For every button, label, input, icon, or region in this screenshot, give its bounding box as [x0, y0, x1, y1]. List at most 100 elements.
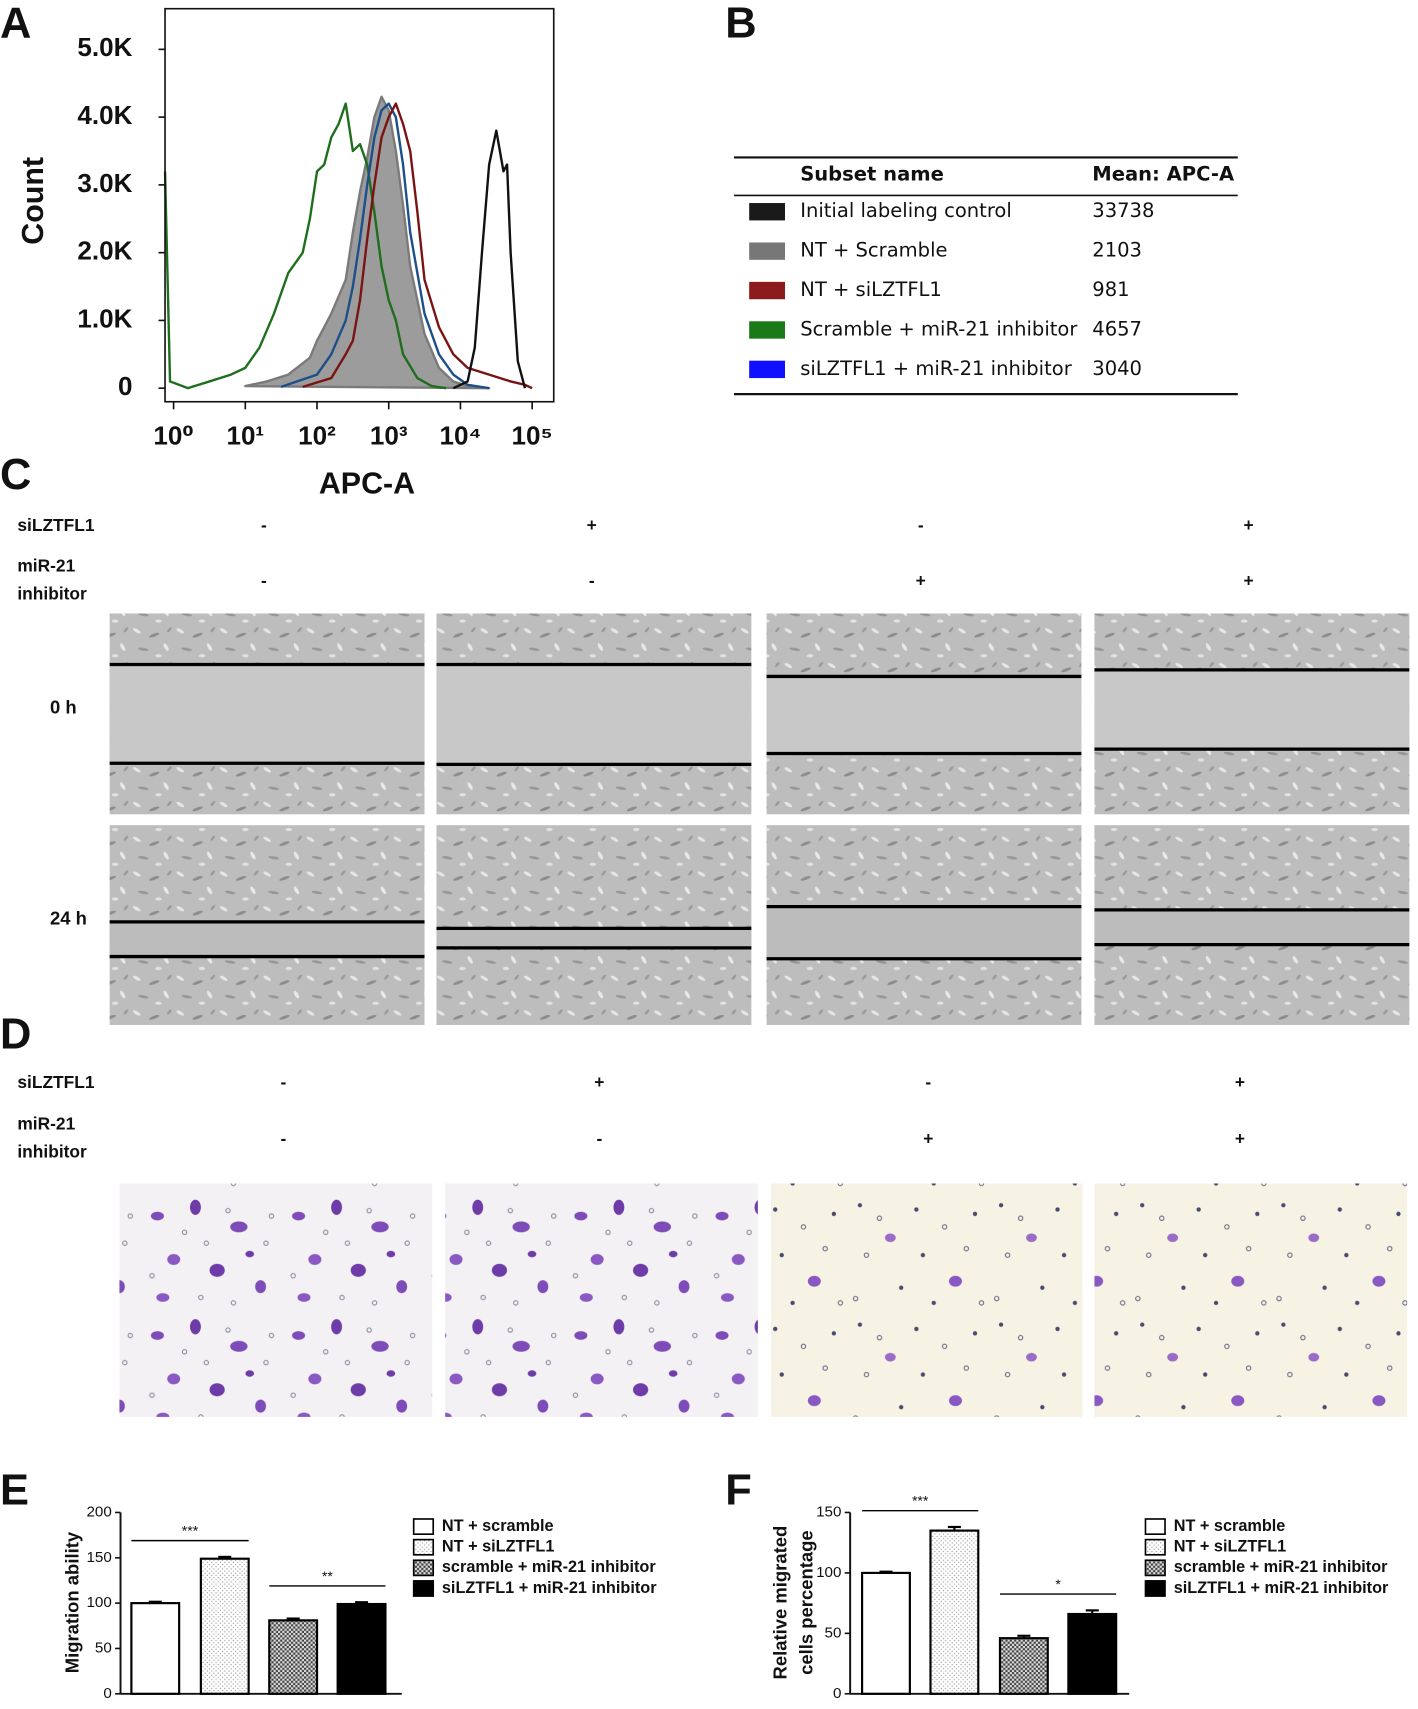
table-header: Mean: APC-A: [1092, 162, 1235, 185]
table-header: Subset name: [800, 162, 944, 185]
timepoint-label: 0 h: [50, 696, 77, 717]
y-tick-label: 5.0K: [77, 32, 132, 62]
plot-frame: [164, 7, 555, 403]
y-tick-label: 100: [816, 1564, 841, 1581]
y-axis-label: cells percentage: [796, 1530, 817, 1675]
panel-label: C: [0, 451, 31, 499]
y-tick-label: 150: [816, 1503, 841, 1520]
legend-label: NT + scramble: [442, 1517, 554, 1535]
wound-gap: [766, 676, 1082, 754]
wound-gap: [436, 664, 752, 765]
condition-sign: +: [1235, 1072, 1245, 1092]
legend-label: NT + siLZTFL1: [1174, 1538, 1287, 1556]
y-tick-label: 1.0K: [77, 303, 132, 333]
legend-swatch: [1144, 1580, 1166, 1597]
legend-swatch: [412, 1580, 435, 1597]
condition-label: siLZTFL1: [17, 1072, 94, 1092]
condition-sign: -: [280, 1072, 286, 1092]
y-tick-label: 150: [86, 1549, 111, 1566]
y-axis-label: Relative migrated: [770, 1526, 791, 1680]
table-cell: 981: [1092, 278, 1129, 301]
condition-sign: -: [918, 515, 924, 535]
condition-sign: +: [594, 1072, 604, 1092]
table-cell: 4657: [1092, 317, 1142, 340]
micrograph: [1094, 1183, 1408, 1417]
micrograph: [770, 1183, 1083, 1417]
legend-label: scramble + miR-21 inhibitor: [442, 1558, 656, 1576]
x-tick-label: 10²: [298, 420, 336, 450]
significance-label: ***: [182, 1523, 199, 1539]
table-cell: 33738: [1092, 199, 1154, 222]
bar: [268, 1619, 319, 1695]
x-tick-label: 10⁵: [512, 420, 553, 450]
histogram-line: [163, 102, 447, 390]
condition-sign: +: [916, 571, 926, 591]
panel-label: E: [0, 1466, 29, 1514]
condition-sign: -: [261, 571, 267, 591]
table-cell: NT + Scramble: [800, 239, 947, 262]
bar: [199, 1557, 250, 1695]
y-tick-label: 0: [118, 371, 133, 401]
condition-label: inhibitor: [17, 1142, 87, 1162]
condition-sign: -: [925, 1072, 931, 1092]
legend-swatch: [412, 1518, 435, 1535]
condition-label: siLZTFL1: [17, 515, 94, 535]
y-tick-label: 50: [95, 1639, 112, 1656]
bar: [336, 1602, 387, 1695]
table-swatch: [749, 203, 786, 221]
legend-swatch: [1144, 1538, 1166, 1556]
y-tick-label: 3.0K: [77, 168, 132, 198]
condition-sign: -: [280, 1129, 286, 1149]
x-tick-label: 10³: [370, 420, 408, 450]
table-cell: 3040: [1092, 357, 1142, 380]
histogram-line: [452, 129, 527, 390]
y-axis-label: Migration ability: [62, 1531, 83, 1673]
table-swatch: [749, 360, 786, 379]
bar: [998, 1637, 1049, 1695]
significance-label: *: [1055, 1576, 1061, 1592]
table-swatch: [749, 321, 786, 339]
y-tick-label: 100: [86, 1594, 111, 1611]
table-swatch: [749, 242, 786, 260]
x-tick-label: 10⁰: [153, 420, 193, 450]
table-cell: Initial labeling control: [800, 199, 1012, 222]
y-tick-label: 50: [825, 1624, 842, 1641]
table-cell: Scramble + miR-21 inhibitor: [800, 317, 1078, 340]
panel-label: D: [0, 1010, 31, 1058]
y-tick-label: 200: [86, 1503, 111, 1520]
bar: [1067, 1612, 1118, 1695]
table-cell: NT + siLZTFL1: [800, 278, 942, 301]
micrograph: [445, 1183, 758, 1417]
wound-gap: [109, 664, 425, 764]
x-tick-label: 10¹: [226, 420, 264, 450]
condition-sign: -: [589, 571, 595, 591]
legend-label: siLZTFL1 + miR-21 inhibitor: [442, 1579, 657, 1597]
table-swatch: [749, 281, 786, 300]
legend-label: scramble + miR-21 inhibitor: [1174, 1558, 1388, 1576]
condition-label: miR-21: [17, 555, 75, 575]
legend-label: siLZTFL1 + miR-21 inhibitor: [1174, 1579, 1389, 1597]
condition-sign: +: [1235, 1129, 1245, 1149]
micrograph: [436, 825, 752, 1025]
histogram-line: [280, 102, 490, 390]
y-axis-label: Count: [16, 157, 50, 245]
bar: [130, 1602, 181, 1695]
legend-swatch: [1144, 1559, 1166, 1577]
condition-sign: +: [923, 1129, 933, 1149]
x-tick-label: 10⁴: [440, 420, 482, 450]
wound-gap: [1094, 909, 1410, 945]
condition-label: inhibitor: [17, 584, 87, 604]
x-axis-label: APC-A: [319, 466, 415, 500]
legend-label: NT + scramble: [1174, 1517, 1286, 1535]
legend-swatch: [412, 1538, 435, 1556]
micrograph: [119, 1183, 433, 1417]
condition-sign: -: [596, 1129, 602, 1149]
significance-label: **: [322, 1568, 333, 1584]
y-tick-label: 0: [103, 1685, 111, 1702]
panel-label: F: [725, 1466, 752, 1514]
condition-label: miR-21: [17, 1113, 75, 1133]
y-tick-label: 2.0K: [77, 236, 132, 266]
significance-label: ***: [912, 1493, 929, 1509]
